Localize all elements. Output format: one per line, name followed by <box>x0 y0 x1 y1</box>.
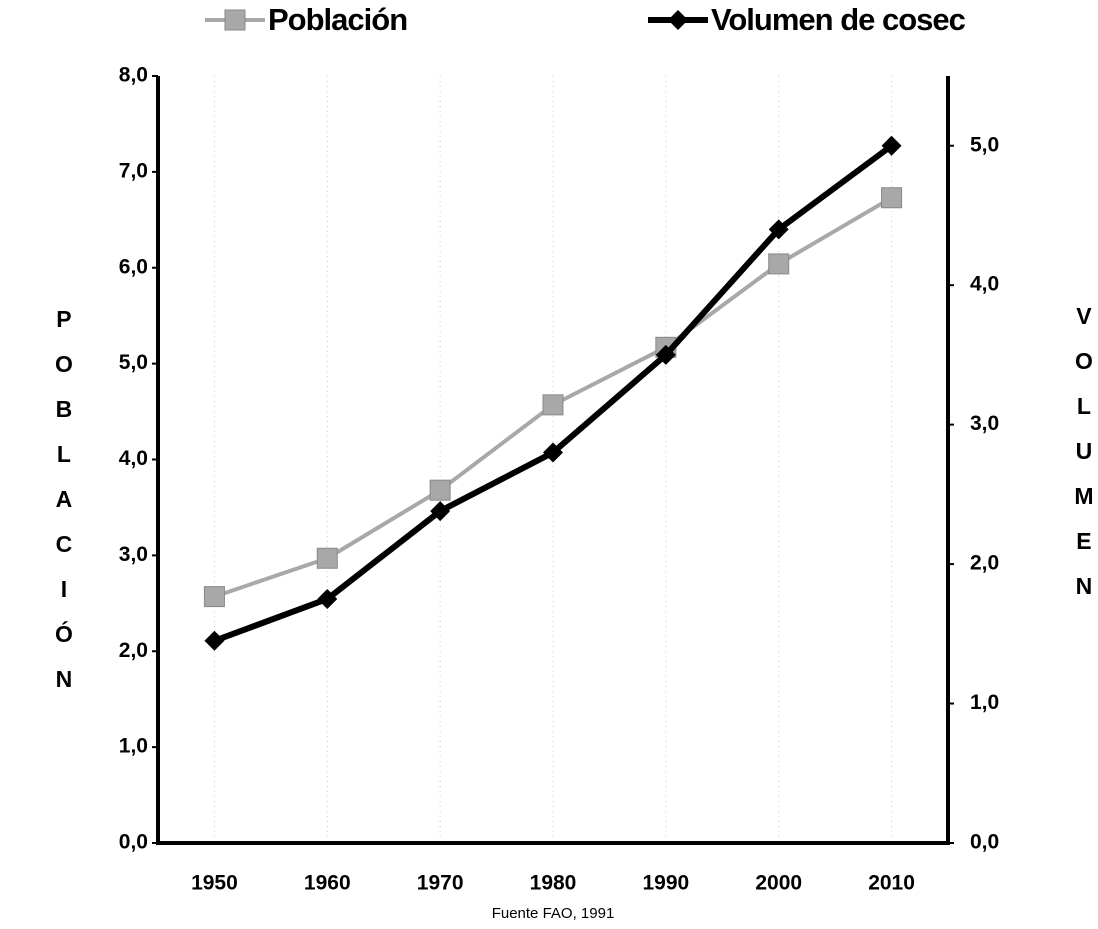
y2-tick-label: 1,0 <box>970 691 999 714</box>
marker <box>881 135 902 156</box>
marker <box>768 219 789 240</box>
y2-tick-label: 0,0 <box>970 831 999 854</box>
legend-label: Volumen de cosec <box>711 2 966 37</box>
y-tick-label: 3,0 <box>119 543 148 566</box>
y-tick-label: 0,0 <box>119 831 148 854</box>
marker <box>204 630 225 651</box>
marker <box>430 501 451 522</box>
x-tick-label: 2000 <box>755 872 802 895</box>
y-tick-label: 5,0 <box>119 351 148 374</box>
legend-label: Población <box>268 2 407 37</box>
x-tick-label: 1990 <box>642 872 689 895</box>
marker <box>203 586 225 608</box>
y-tick-label: 2,0 <box>119 639 148 662</box>
y-tick-label: 1,0 <box>119 735 148 758</box>
y2-axis-title: VOLUMEN <box>1071 303 1097 618</box>
marker <box>429 479 451 501</box>
marker <box>316 547 338 569</box>
marker <box>881 187 903 209</box>
x-tick-label: 1960 <box>304 872 351 895</box>
y2-tick-label: 3,0 <box>970 412 999 435</box>
marker <box>317 588 338 609</box>
marker <box>542 394 564 416</box>
x-tick-label: 1970 <box>417 872 464 895</box>
marker <box>655 344 676 365</box>
y-tick-label: 7,0 <box>119 159 148 182</box>
y-tick-label: 8,0 <box>119 64 148 87</box>
y2-tick-label: 2,0 <box>970 552 999 575</box>
x-tick-label: 2010 <box>868 872 915 895</box>
axis-frame <box>156 76 950 845</box>
marker <box>543 442 563 463</box>
y-tick-label: 4,0 <box>119 447 148 470</box>
marker <box>224 9 246 31</box>
marker <box>668 10 688 30</box>
x-tick-label: 1980 <box>530 872 577 895</box>
y-axis-title: POBLACIÓN <box>51 306 77 711</box>
marker <box>768 253 790 275</box>
x-tick-label: 1950 <box>191 872 238 895</box>
y-tick-label: 6,0 <box>119 255 148 278</box>
y2-tick-label: 5,0 <box>970 133 999 156</box>
y2-tick-label: 4,0 <box>970 273 999 296</box>
source-note: Fuente FAO, 1991 <box>492 905 615 922</box>
